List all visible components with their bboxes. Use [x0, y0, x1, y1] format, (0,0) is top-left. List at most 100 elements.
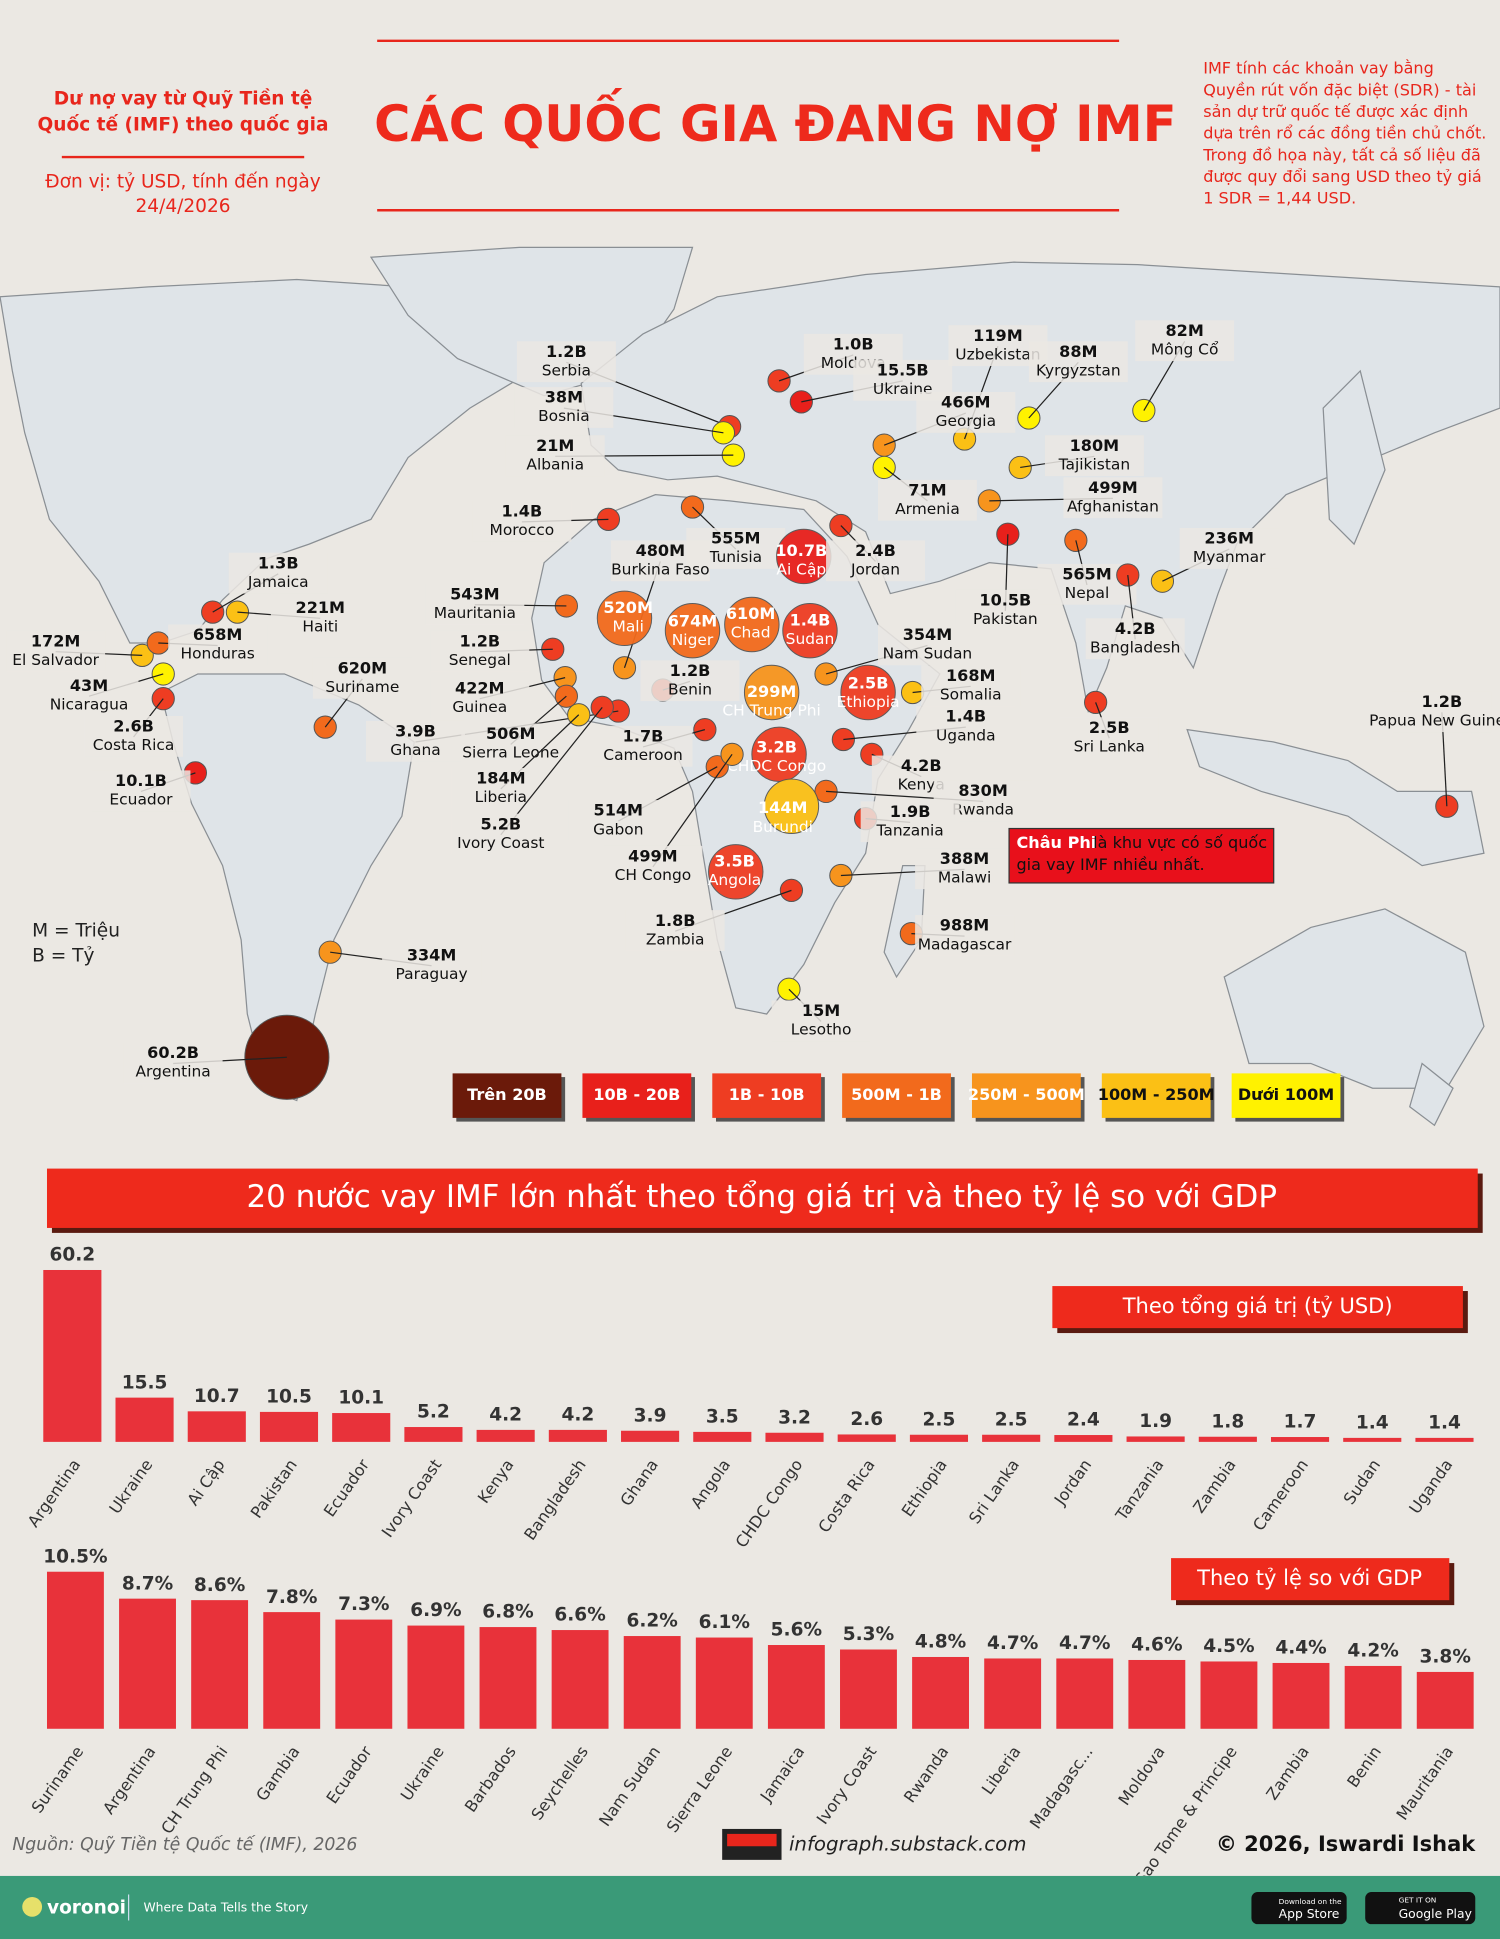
app-store-button[interactable] [1251, 1892, 1347, 1925]
bar [191, 1600, 249, 1729]
note-line: 1 SDR = 1,44 USD. [1203, 189, 1356, 208]
map-value: 172M [31, 631, 81, 650]
map-value: 60.2B [147, 1043, 199, 1062]
bar [476, 1429, 535, 1442]
bar [621, 1430, 680, 1442]
subtitle: Dư nợ vay từ Quỹ Tiền tệ [54, 86, 313, 109]
bar [115, 1397, 174, 1442]
label-bg [826, 540, 925, 582]
bar [43, 1269, 102, 1442]
map-country: Madagascar [918, 935, 1012, 953]
legend-swatch [1101, 1073, 1211, 1118]
label-bg [1179, 528, 1279, 569]
map-country: Costa Rica [93, 736, 175, 754]
map-labels: 1.2BSerbia38MBosnia21MAlbania1.0BMoldova… [6, 320, 1500, 1100]
bar [1054, 1435, 1113, 1442]
map-value: 1.4B [501, 501, 542, 520]
country-marker [840, 664, 896, 721]
unit: 24/4/2026 [136, 196, 231, 217]
bar [984, 1658, 1042, 1729]
map-country: CH Trung Phi [722, 702, 820, 720]
label-bg [915, 848, 1015, 890]
label-bg [1085, 618, 1185, 660]
value-label: 4.8% [915, 1632, 966, 1653]
value-label: 4.7% [1059, 1633, 1110, 1654]
map-country: Niger [672, 631, 714, 649]
value-label: 10.7 [194, 1386, 240, 1407]
map-country: Nicaragua [50, 695, 129, 713]
banner [46, 1168, 1478, 1228]
label-bg [425, 583, 525, 625]
brand: voronoi [47, 1898, 126, 1919]
map-country: Tajikistan [1058, 455, 1130, 473]
map-value: 2.6B [113, 717, 154, 736]
bar [837, 1434, 896, 1442]
bar [1126, 1436, 1185, 1442]
country-marker [708, 844, 764, 900]
note-line: dựa trên rổ các đồng tiền chủ chốt. [1203, 124, 1486, 143]
value-label: 6.2% [626, 1611, 677, 1632]
tagline: Where Data Tells the Story [143, 1901, 308, 1915]
legend-label: Dưới 100M [1238, 1085, 1334, 1104]
map-country: Honduras [181, 645, 255, 663]
legend-swatch [712, 1073, 822, 1118]
land [1223, 908, 1485, 1089]
bar [332, 1413, 391, 1442]
land [1409, 1062, 1454, 1127]
label-bg [640, 660, 740, 702]
map-country: Nam Sudan [883, 645, 973, 663]
country-marker [1084, 690, 1108, 715]
map-value: 2.5B [848, 673, 889, 692]
value-label: 10.5 [266, 1387, 312, 1408]
map-country: Pakistan [973, 610, 1038, 628]
bar [119, 1598, 176, 1729]
label-bg [516, 341, 616, 383]
map-value: 1.0B [833, 335, 874, 354]
map-country: Kyrgyzstan [1036, 361, 1121, 379]
value-label: 5.3% [843, 1624, 894, 1645]
brand-icon [22, 1896, 43, 1917]
value-label: 2.4 [1067, 1410, 1100, 1431]
unit-note: M = Triệu [32, 921, 120, 942]
map-country: Georgia [936, 412, 997, 430]
label-bg [877, 479, 977, 521]
map-country: Ai Cập [776, 561, 826, 579]
legend-label: 250M - 500M [968, 1085, 1085, 1104]
map-country: Ethiopia [837, 693, 900, 711]
label-bg [382, 944, 482, 986]
copyright: © 2026, Iswardi Ishak [1216, 1831, 1476, 1856]
note-line: Quyền rút vốn đặc biệt (SDR) - tài [1203, 80, 1476, 99]
map-country: Ecuador [109, 791, 173, 809]
map-country: Liberia [475, 788, 527, 806]
value-label: 4.6% [1131, 1635, 1182, 1656]
bar [909, 1434, 969, 1442]
map-value: 82M [1165, 321, 1203, 340]
map-country: Sudan [786, 630, 835, 648]
value-label: 5.2 [417, 1402, 450, 1423]
bar [1128, 1659, 1186, 1729]
land [1322, 369, 1386, 546]
title: CÁC QUỐC GIA ĐANG NỢ IMF [374, 88, 1176, 153]
map-country: Tanzania [876, 822, 944, 840]
map-country: Tunisia [708, 548, 762, 566]
bar [404, 1427, 463, 1442]
map-value: 184M [476, 769, 526, 788]
value-label: 60.2 [49, 1245, 95, 1266]
country-marker [1132, 398, 1156, 423]
callout-highlight: Châu Phi [1016, 833, 1096, 852]
map-value: 21M [536, 436, 574, 455]
map-country: Paraguay [396, 965, 468, 983]
value-label: 6.9% [410, 1600, 461, 1621]
label-bg [123, 1042, 223, 1084]
legend-swatch [842, 1073, 951, 1118]
value-label: 1.9 [1139, 1411, 1172, 1432]
map-country: Myanmar [1193, 548, 1266, 566]
bar [548, 1429, 607, 1442]
map-value: 3.9B [395, 722, 436, 741]
value-label: 4.2 [561, 1405, 594, 1426]
google-play-button[interactable] [1365, 1892, 1476, 1925]
label-bg [91, 770, 191, 812]
bar [912, 1656, 970, 1729]
bar [765, 1432, 824, 1442]
label-bg [39, 675, 139, 716]
